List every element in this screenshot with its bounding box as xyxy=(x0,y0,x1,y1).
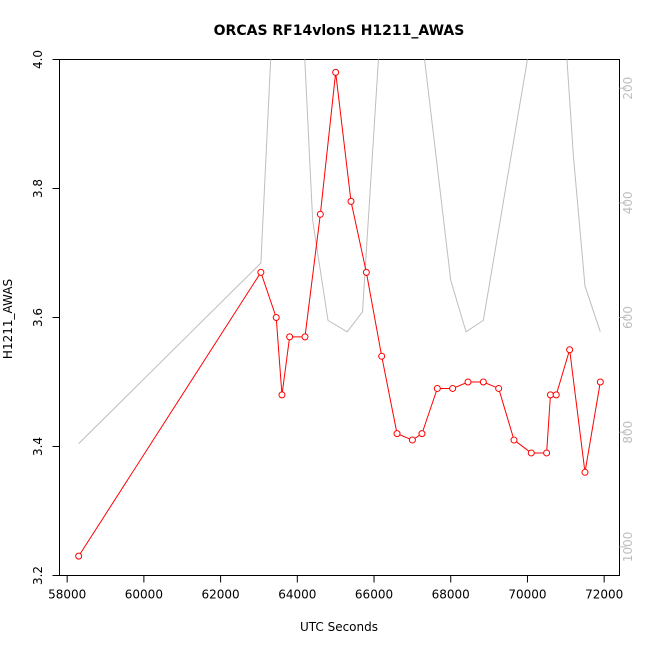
data-point xyxy=(543,449,551,457)
data-point xyxy=(433,384,441,392)
data-point xyxy=(479,378,487,386)
data-point xyxy=(393,430,401,438)
data-point xyxy=(596,378,604,386)
data-point xyxy=(286,333,294,341)
y-tick-label: 3.2 xyxy=(31,566,45,585)
y-tick-label: 3.8 xyxy=(31,179,45,198)
plot-frame xyxy=(59,59,620,576)
y-right-tick-label: 800 xyxy=(621,421,635,444)
data-point xyxy=(332,68,340,76)
x-axis: 58000 60000 62000 64000 66000 68000 70000 72000 xyxy=(48,575,623,602)
data-point xyxy=(257,268,265,276)
y-right-tick-label: 400 xyxy=(621,191,635,214)
data-point xyxy=(510,436,518,444)
x-tick-label: 62000 xyxy=(202,588,240,602)
data-point xyxy=(449,384,457,392)
y-tick-label: 4.0 xyxy=(31,50,45,69)
x-tick-label: 58000 xyxy=(48,588,86,602)
chart-title: ORCAS RF14vlonS H1211_AWAS xyxy=(214,23,465,39)
data-point xyxy=(552,391,560,399)
x-tick-label: 64000 xyxy=(278,588,316,602)
data-point xyxy=(301,333,309,341)
data-point xyxy=(418,430,426,438)
x-tick-label: 60000 xyxy=(125,588,163,602)
series-line xyxy=(78,72,601,557)
y-right-tick-label: 600 xyxy=(621,306,635,329)
x-tick-label: 68000 xyxy=(432,588,470,602)
data-point xyxy=(581,468,589,476)
y-right-tick-label: 200 xyxy=(621,77,635,100)
data-point xyxy=(546,391,554,399)
series-line-right xyxy=(78,59,601,444)
x-tick-label: 66000 xyxy=(355,588,393,602)
y-axis-label: H1211_AWAS xyxy=(1,279,15,359)
data-point xyxy=(408,436,416,444)
data-point xyxy=(378,352,386,360)
data-point xyxy=(566,346,574,354)
y-tick-label: 3.4 xyxy=(31,437,45,456)
left-axis-series-group xyxy=(75,68,604,560)
x-axis-label: UTC Seconds xyxy=(300,620,378,634)
data-point xyxy=(347,197,355,205)
data-point xyxy=(272,314,280,321)
y-tick-label: 3.6 xyxy=(31,308,45,327)
data-point xyxy=(362,268,370,276)
x-tick-label: 72000 xyxy=(585,588,623,602)
data-point xyxy=(464,378,472,386)
right-axis-series-group xyxy=(78,59,601,444)
data-point xyxy=(75,552,83,560)
y-axis: 3.2 3.4 3.6 3.8 4.0 xyxy=(31,50,60,585)
y-right-tick-label: 1000 xyxy=(621,532,635,563)
data-point xyxy=(278,391,286,399)
data-point xyxy=(316,210,324,218)
x-tick-label: 70000 xyxy=(508,588,546,602)
y-axis-right: 200 400 600 800 1000 xyxy=(619,77,635,563)
data-point xyxy=(527,449,535,457)
data-point xyxy=(495,384,503,392)
